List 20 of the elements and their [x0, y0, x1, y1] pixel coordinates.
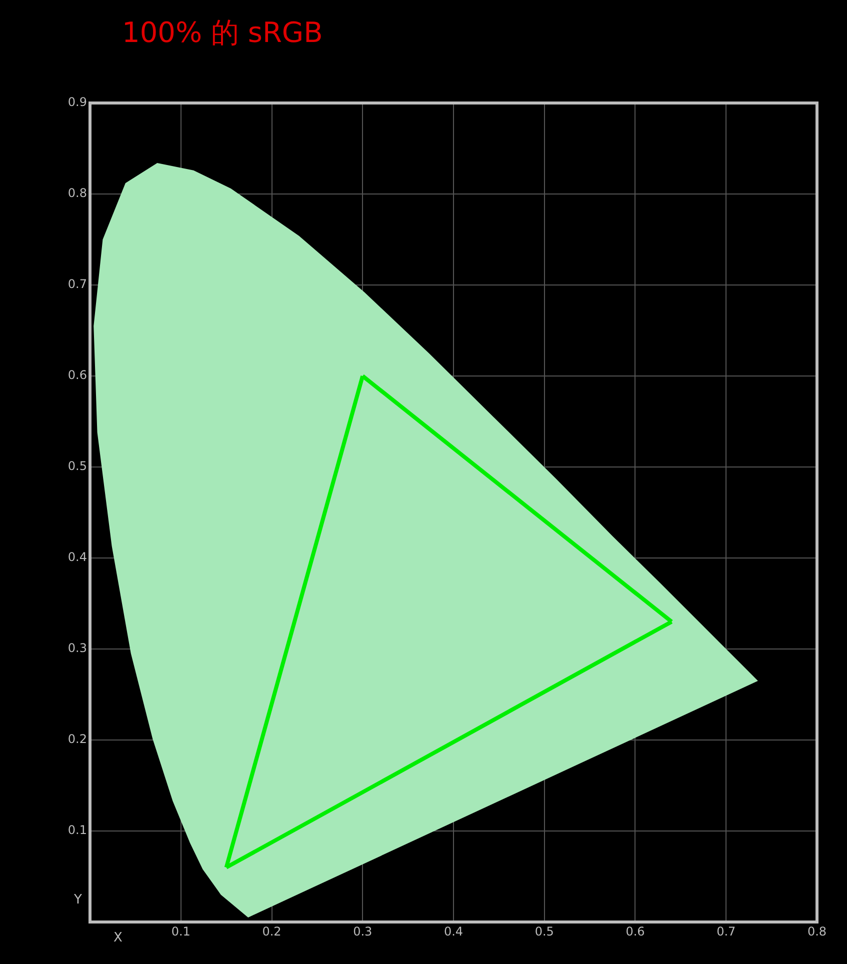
y-tick-label: 0.1	[68, 823, 87, 838]
y-tick-label: 0.4	[68, 550, 87, 564]
y-tick-label: 0.2	[68, 732, 87, 746]
y-tick-label: 0.3	[68, 641, 87, 656]
x-axis-title: X	[114, 930, 123, 946]
x-tick-label: 0.1	[171, 924, 190, 938]
x-tick-label: 0.3	[353, 924, 372, 938]
x-tick-label: 0.5	[534, 924, 554, 938]
chart-title: 100% 的 sRGB	[122, 15, 323, 51]
y-tick-label: 0.8	[68, 186, 87, 200]
y-tick-label: 0.5	[68, 459, 87, 474]
x-tick-label: 0.6	[626, 924, 645, 938]
x-tick-label: 0.8	[807, 924, 827, 938]
x-tick-label: 0.2	[262, 924, 282, 938]
y-axis-title: Y	[73, 892, 82, 908]
y-tick-label: 0.9	[68, 95, 87, 110]
x-tick-label: 0.7	[716, 924, 736, 938]
x-tick-label: 0.4	[444, 924, 464, 938]
y-tick-label: 0.6	[68, 368, 87, 382]
y-tick-label: 0.7	[68, 277, 87, 292]
